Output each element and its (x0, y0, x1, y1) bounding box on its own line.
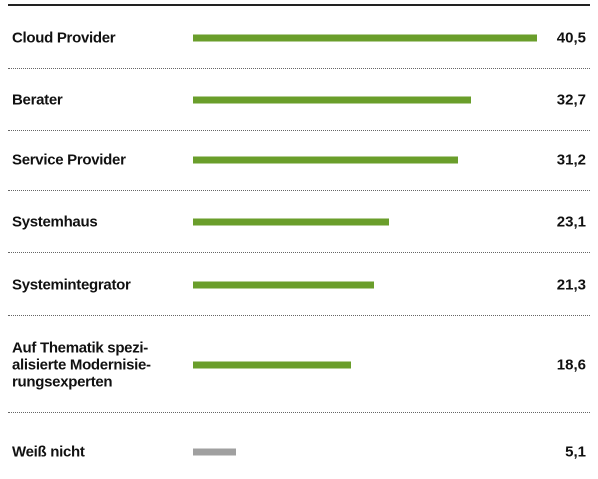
category-label: Cloud Provider (12, 29, 116, 47)
bar (193, 448, 237, 456)
category-label: Auf Thematik spezi- alisierte Modernisie… (12, 339, 151, 391)
bar (193, 361, 351, 369)
bar (193, 96, 471, 104)
category-label: Systemhaus (12, 213, 98, 231)
bar (193, 34, 537, 42)
bar (193, 281, 374, 289)
row-separator (8, 315, 590, 316)
row-separator (8, 130, 590, 131)
category-label: Weiß nicht (12, 443, 85, 461)
bar (193, 218, 390, 226)
row-separator (8, 252, 590, 253)
row-separator (8, 190, 590, 191)
row-separator (8, 412, 590, 413)
value-label: 31,2 (556, 151, 586, 169)
value-label: 40,5 (556, 29, 586, 47)
top-rule (8, 4, 590, 6)
value-label: 5,1 (565, 443, 586, 461)
category-label: Systemintegrator (12, 276, 131, 294)
value-label: 23,1 (556, 213, 586, 231)
value-label: 18,6 (556, 356, 586, 374)
row-separator (8, 68, 590, 69)
value-label: 32,7 (556, 91, 586, 109)
category-label: Berater (12, 91, 63, 109)
value-label: 21,3 (556, 276, 586, 294)
category-label: Service Provider (12, 151, 126, 169)
bar (193, 156, 458, 164)
